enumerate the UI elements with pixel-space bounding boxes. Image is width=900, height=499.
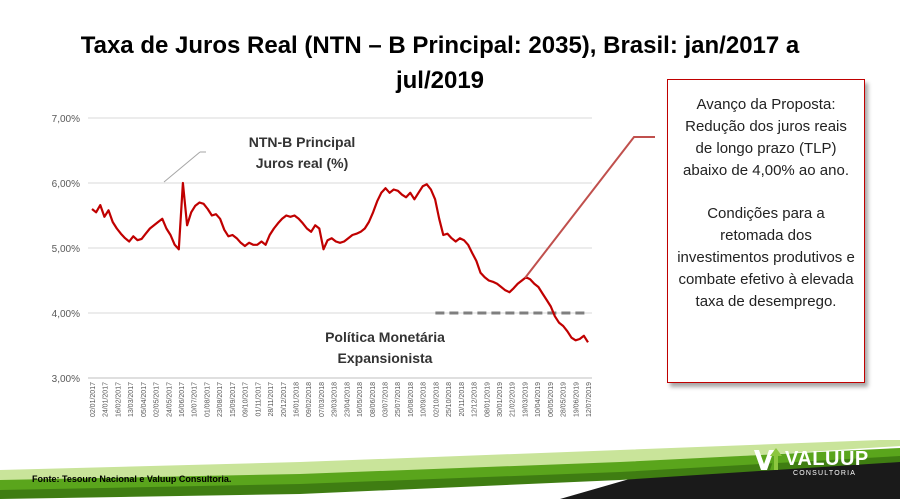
x-tick-label: 16/06/2017 [179,382,186,417]
policy-annotation-line2: Expansionista [337,350,433,366]
x-tick-label: 19/03/2019 [522,382,529,417]
x-tick-label: 06/05/2019 [548,382,555,417]
x-tick-label: 05/04/2017 [141,382,148,417]
x-tick-label: 03/07/2018 [383,382,390,417]
y-tick-label: 3,00% [52,374,80,385]
policy-annotation-line1: Política Monetária [325,329,445,345]
x-tick-label: 01/08/2017 [204,382,211,417]
x-tick-label: 20/11/2018 [459,382,466,417]
source-note: Fonte: Tesouro Nacional e Valuup Consult… [32,474,232,484]
callout-paragraph-1: Avanço da Proposta: Redução dos juros re… [683,96,849,179]
x-tick-label: 15/09/2017 [230,382,237,417]
x-tick-label: 07/03/2018 [319,382,326,417]
footer-swoosh-dark-green [0,456,900,499]
x-tick-label: 25/10/2018 [446,382,453,417]
series-line-ntnb [91,181,589,343]
footer-dark-band [560,458,900,499]
series-annotation: NTN-B Principal Juros real (%) [232,132,372,174]
x-tick-label: 16/05/2018 [357,382,364,417]
valuup-logo-icon [754,448,782,470]
x-tick-label: 12/07/2019 [586,382,593,417]
x-tick-label: 12/12/2018 [472,382,479,417]
x-tick-label: 16/02/2017 [115,382,122,417]
x-tick-label: 02/10/2018 [433,382,440,417]
x-tick-label: 02/05/2017 [154,382,161,417]
x-tick-label: 13/03/2017 [128,382,135,417]
logo-subtitle: CONSULTORIA [793,470,857,477]
x-tick-label: 02/01/2017 [90,382,97,417]
x-tick-label: 30/01/2019 [497,382,504,417]
x-axis-tick-labels: 02/01/2017 24/01/2017 16/02/2017 13/03/2017… [90,382,593,417]
y-axis-tick-labels: 3,00% 4,00% 5,00% 6,00% 7,00% [52,114,80,385]
footer-swoosh-light [0,440,900,482]
x-tick-label: 08/01/2019 [484,382,491,417]
policy-annotation: Política Monetária Expansionista [310,327,460,369]
x-tick-label: 01/11/2017 [255,382,262,417]
annotation-leader-line [163,151,201,183]
x-tick-label: 16/08/2018 [408,382,415,417]
y-tick-label: 6,00% [52,179,80,190]
x-tick-label: 16/01/2018 [293,382,300,417]
x-tick-label: 23/04/2018 [344,382,351,417]
chart-title: Taxa de Juros Real (NTN – B Principal: 2… [80,32,800,94]
footer-band [0,440,900,499]
footer-swoosh-green [0,448,900,492]
callout-paragraph-2: Condições para a retomada dos investimen… [677,205,855,310]
x-tick-label: 29/03/2018 [332,382,339,417]
logo-wordmark: VALUUP [785,448,869,470]
x-tick-label: 08/06/2018 [370,382,377,417]
callout-box: Avanço da Proposta: Redução dos juros re… [667,79,865,383]
y-tick-label: 5,00% [52,244,80,255]
series-annotation-line1: NTN-B Principal [248,134,356,150]
x-tick-label: 21/02/2019 [510,382,517,417]
y-tick-label: 4,00% [52,309,80,320]
x-tick-label: 24/05/2017 [166,382,173,417]
x-tick-label: 10/04/2019 [535,382,542,417]
x-tick-label: 10/09/2018 [421,382,428,417]
x-tick-label: 23/08/2017 [217,382,224,417]
x-tick-label: 24/01/2017 [103,382,110,417]
x-tick-label: 10/07/2017 [192,382,199,417]
x-tick-label: 28/05/2019 [561,382,568,417]
x-tick-label: 28/11/2017 [268,382,275,417]
x-tick-label: 25/07/2018 [395,382,402,417]
callout-pointer-line [524,136,655,279]
x-tick-label: 09/10/2017 [243,382,250,417]
y-tick-label: 7,00% [52,114,80,125]
x-tick-label: 20/12/2017 [281,382,288,417]
x-tick-label: 19/06/2019 [573,382,580,417]
x-tick-label: 09/02/2018 [306,382,313,417]
series-annotation-line2: Juros real (%) [255,155,349,171]
